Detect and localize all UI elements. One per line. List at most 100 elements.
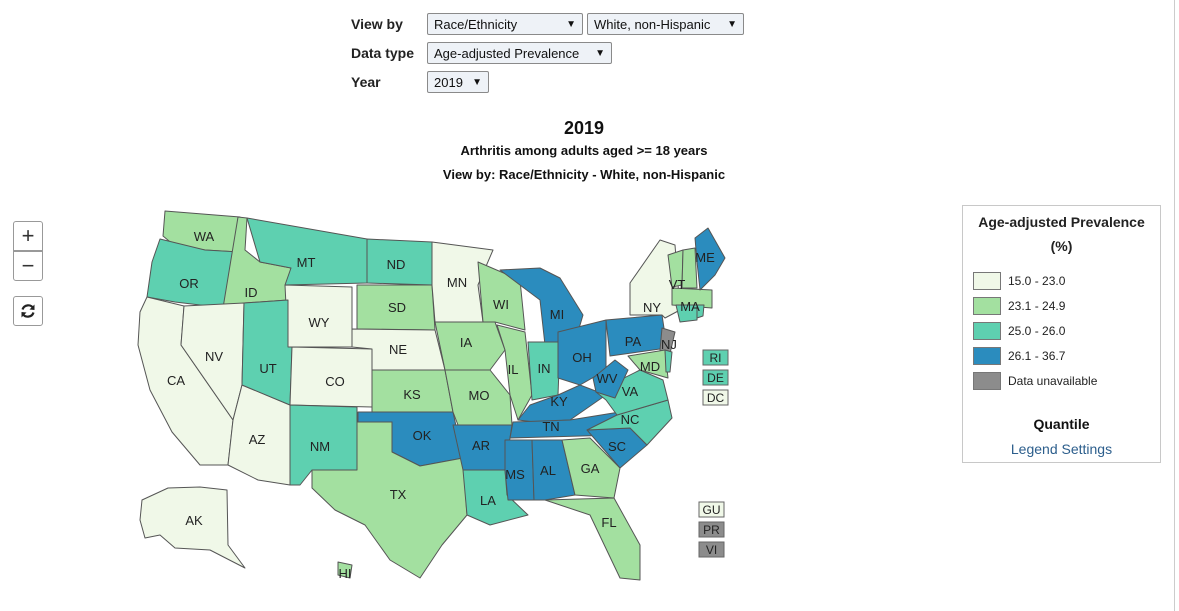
territory-box-de[interactable]: DE bbox=[702, 369, 729, 386]
state-al[interactable] bbox=[531, 439, 576, 501]
state-ak[interactable] bbox=[139, 486, 246, 569]
data-type-select[interactable]: Age-adjusted Prevalence ▼ bbox=[427, 42, 612, 64]
state-label-ut: UT bbox=[259, 361, 276, 376]
view-by-row: View by Race/Ethnicity ▼ White, non-Hisp… bbox=[351, 11, 748, 37]
zoom-in-button[interactable]: + bbox=[13, 221, 43, 251]
year-value: 2019 bbox=[434, 74, 463, 90]
legend-label: 15.0 - 23.0 bbox=[1008, 274, 1066, 288]
legend-item: 26.1 - 36.7 bbox=[973, 346, 1065, 366]
state-label-mn: MN bbox=[447, 275, 467, 290]
legend-settings-link[interactable]: Legend Settings bbox=[1010, 441, 1113, 457]
legend-swatch bbox=[973, 297, 1001, 315]
state-label-me: ME bbox=[695, 250, 715, 265]
year-row: Year 2019 ▼ bbox=[351, 69, 493, 95]
state-label-ca: CA bbox=[167, 373, 185, 388]
state-label-nj: NJ bbox=[661, 337, 677, 352]
state-label-sc: SC bbox=[608, 439, 626, 454]
legend-label: 26.1 - 36.7 bbox=[1008, 349, 1066, 363]
state-label-wi: WI bbox=[493, 297, 509, 312]
legend-label: 23.1 - 24.9 bbox=[1008, 299, 1066, 313]
territory-box-pr[interactable]: PR bbox=[698, 521, 725, 538]
state-fl[interactable] bbox=[544, 497, 641, 581]
chevron-down-icon: ▼ bbox=[472, 76, 482, 88]
chevron-down-icon: ▼ bbox=[727, 18, 737, 30]
state-label-nm: NM bbox=[310, 439, 330, 454]
legend-item: Data unavailable bbox=[973, 371, 1097, 391]
state-label-ny: NY bbox=[643, 300, 661, 315]
territory-box-gu[interactable]: GU bbox=[698, 501, 725, 518]
state-label-tn: TN bbox=[542, 419, 559, 434]
refresh-icon bbox=[21, 304, 35, 318]
data-type-row: Data type Age-adjusted Prevalence ▼ bbox=[351, 40, 616, 66]
state-nh[interactable] bbox=[681, 247, 698, 289]
state-label-ar: AR bbox=[472, 438, 490, 453]
state-label-hi: HI bbox=[339, 566, 352, 581]
data-type-value: Age-adjusted Prevalence bbox=[434, 45, 580, 61]
year-label: Year bbox=[351, 74, 381, 90]
state-me[interactable] bbox=[694, 227, 726, 291]
legend-item: 25.0 - 26.0 bbox=[973, 321, 1065, 341]
state-ct[interactable] bbox=[675, 304, 698, 323]
territory-box-vi[interactable]: VI bbox=[698, 541, 725, 558]
state-wv[interactable] bbox=[592, 359, 629, 399]
state-label-mo: MO bbox=[469, 388, 490, 403]
zoom-out-button[interactable]: − bbox=[13, 251, 43, 281]
legend-swatch bbox=[973, 372, 1001, 390]
state-label-az: AZ bbox=[249, 432, 266, 447]
view-by-select[interactable]: Race/Ethnicity ▼ bbox=[427, 13, 583, 35]
state-label-va: VA bbox=[622, 384, 639, 399]
state-ga[interactable] bbox=[561, 437, 621, 499]
state-label-la: LA bbox=[480, 493, 496, 508]
view-by-sub-select[interactable]: White, non-Hispanic ▼ bbox=[587, 13, 744, 35]
map-topic-subtitle: Arthritis among adults aged >= 18 years bbox=[460, 143, 708, 158]
state-label-oh: OH bbox=[572, 350, 592, 365]
state-label-sd: SD bbox=[388, 300, 406, 315]
reset-view-button[interactable] bbox=[13, 296, 43, 326]
legend-swatch bbox=[973, 322, 1001, 340]
state-ny[interactable] bbox=[629, 239, 681, 319]
state-ms[interactable] bbox=[504, 439, 535, 501]
state-label-tx: TX bbox=[390, 487, 407, 502]
state-label-nv: NV bbox=[205, 349, 223, 364]
state-label-nd: ND bbox=[387, 257, 406, 272]
legend-item: 15.0 - 23.0 bbox=[973, 271, 1065, 291]
state-label-mt: MT bbox=[297, 255, 316, 270]
svg-text:VI: VI bbox=[706, 543, 717, 557]
state-label-fl: FL bbox=[601, 515, 616, 530]
state-label-nc: NC bbox=[621, 412, 640, 427]
svg-text:DE: DE bbox=[707, 371, 724, 385]
state-label-ok: OK bbox=[413, 428, 432, 443]
territory-box-dc[interactable]: DC bbox=[702, 389, 729, 406]
view-by-value: Race/Ethnicity bbox=[434, 16, 518, 32]
legend-label: 25.0 - 26.0 bbox=[1008, 324, 1066, 338]
state-label-ma: MA bbox=[680, 299, 700, 314]
data-type-label: Data type bbox=[351, 45, 415, 61]
map-view-subtitle: View by: Race/Ethnicity - White, non-His… bbox=[442, 167, 726, 182]
state-ma[interactable] bbox=[671, 287, 713, 309]
state-label-wv: WV bbox=[597, 371, 618, 386]
legend-swatch bbox=[973, 272, 1001, 290]
chevron-down-icon: ▼ bbox=[595, 47, 605, 59]
state-label-mi: MI bbox=[550, 307, 564, 322]
state-label-il: IL bbox=[508, 362, 519, 377]
view-by-sub-value: White, non-Hispanic bbox=[594, 16, 711, 32]
state-md[interactable] bbox=[627, 349, 669, 379]
state-label-co: CO bbox=[325, 374, 345, 389]
state-label-pa: PA bbox=[625, 334, 642, 349]
legend-item: 23.1 - 24.9 bbox=[973, 296, 1065, 316]
legend-title: Age-adjusted Prevalence bbox=[978, 214, 1145, 230]
state-label-ga: GA bbox=[581, 461, 600, 476]
state-label-ms: MS bbox=[505, 467, 525, 482]
state-label-in: IN bbox=[538, 361, 551, 376]
state-label-id: ID bbox=[245, 285, 258, 300]
view-by-label: View by bbox=[351, 16, 403, 32]
territory-box-ri[interactable]: RI bbox=[702, 349, 729, 366]
year-select[interactable]: 2019 ▼ bbox=[427, 71, 489, 93]
legend-classification: Quantile bbox=[1033, 416, 1090, 432]
state-label-ak: AK bbox=[185, 513, 203, 528]
state-label-vt: VT bbox=[669, 277, 686, 292]
state-de[interactable] bbox=[664, 349, 673, 373]
state-hi[interactable] bbox=[337, 561, 353, 579]
legend-label: Data unavailable bbox=[1008, 374, 1098, 388]
state-label-or: OR bbox=[179, 276, 199, 291]
